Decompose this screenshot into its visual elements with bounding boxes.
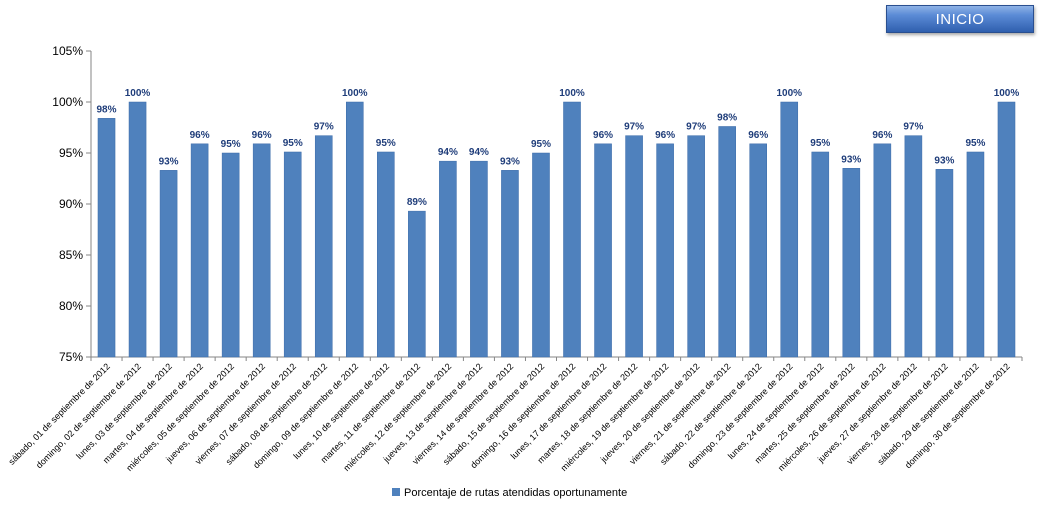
bar (656, 143, 674, 358)
data-label: 95% (376, 138, 396, 149)
data-label: 97% (686, 122, 706, 133)
data-label: 96% (252, 130, 272, 141)
y-axis-tick-labels: 75% 80% 85% 90% 95% 100% 105% (52, 44, 83, 364)
data-label: 100% (776, 88, 802, 99)
data-label: 93% (500, 156, 520, 167)
bar (128, 101, 147, 358)
bar (935, 169, 954, 358)
data-label: 93% (934, 155, 954, 166)
bar (221, 152, 240, 358)
bar (501, 170, 519, 358)
data-label: 97% (314, 122, 334, 133)
data-label: 95% (221, 139, 241, 150)
legend-swatch (392, 488, 400, 496)
data-label: 100% (125, 88, 151, 99)
data-label: 95% (965, 138, 985, 149)
bar (842, 168, 861, 358)
bar (904, 135, 923, 358)
data-label: 96% (593, 130, 613, 141)
legend-label: Porcentaje de rutas atendidas oportuname… (404, 487, 627, 499)
bar (190, 143, 209, 358)
y-tick-label: 95% (59, 146, 83, 160)
data-label: 100% (994, 88, 1020, 99)
y-tick-label: 100% (52, 95, 83, 109)
bar (625, 135, 643, 358)
bar (532, 152, 550, 358)
bar (314, 135, 333, 358)
bar (377, 151, 395, 358)
x-axis-category-labels: sábado, 01 de septiembre de 2012domingo,… (6, 361, 1011, 473)
chart-legend: Porcentaje de rutas atendidas oportuname… (392, 487, 627, 499)
data-label: 95% (810, 138, 830, 149)
y-tick-label: 85% (59, 248, 83, 262)
bar (687, 135, 705, 358)
bar (283, 151, 302, 358)
bar (408, 210, 426, 358)
data-label: 96% (655, 130, 675, 141)
bar (345, 101, 364, 358)
y-tick-label: 105% (52, 44, 83, 58)
bar (718, 126, 736, 358)
data-label: 96% (872, 130, 892, 141)
data-label: 89% (407, 197, 427, 208)
data-label: 94% (469, 147, 489, 158)
bar (563, 101, 581, 358)
data-label: 97% (903, 122, 923, 133)
data-label: 95% (283, 138, 303, 149)
bar (594, 143, 612, 358)
bar (470, 160, 488, 358)
bar (966, 151, 985, 358)
bar (811, 151, 830, 358)
data-label: 95% (531, 139, 551, 150)
data-label: 96% (190, 130, 210, 141)
bar (780, 101, 799, 358)
chart-data-labels: 98% 100% 93% 96% 95% 96% 95% 97% 100% 95% 89% 94% 94… (97, 88, 1020, 208)
data-label: 98% (97, 104, 117, 115)
bar (749, 143, 768, 358)
chart-axes (86, 50, 1023, 361)
data-label: 98% (717, 112, 737, 123)
data-label: 93% (159, 156, 179, 167)
y-tick-label: 80% (59, 299, 83, 313)
bar (159, 170, 178, 358)
data-label: 94% (438, 147, 458, 158)
bar (252, 143, 271, 358)
bar (439, 160, 457, 358)
inicio-button[interactable]: INICIO (886, 5, 1034, 33)
data-label: 100% (342, 88, 368, 99)
y-tick-label: 90% (59, 197, 83, 211)
data-label: 100% (559, 88, 585, 99)
data-label: 97% (624, 122, 644, 133)
bar (873, 143, 892, 358)
data-label: 93% (841, 154, 861, 165)
bar (97, 118, 116, 358)
y-tick-label: 75% (59, 350, 83, 364)
chart-bars (97, 101, 1016, 358)
data-label: 96% (748, 130, 768, 141)
bar (997, 101, 1016, 358)
